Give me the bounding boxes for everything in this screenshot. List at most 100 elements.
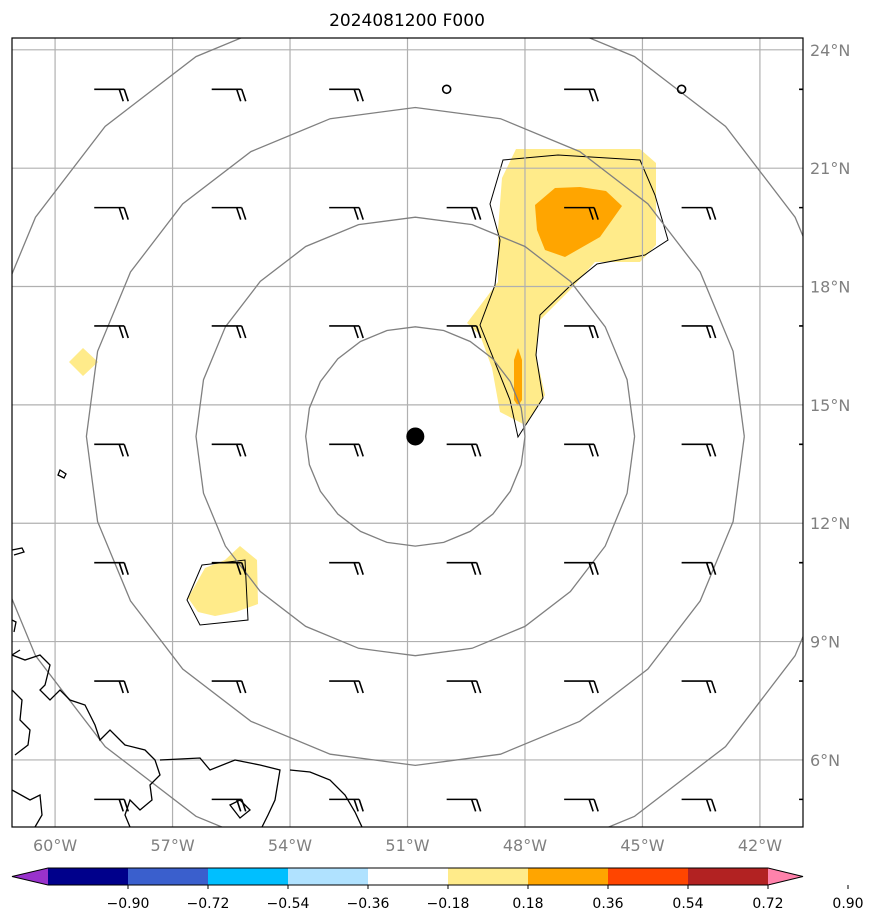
- wind-barb: [564, 798, 599, 812]
- wind-barb: [329, 206, 364, 220]
- lon-tick-label: 60°W: [33, 836, 77, 855]
- wind-barb: [564, 325, 599, 339]
- wind-barb: [799, 561, 803, 564]
- map-title: 2024081200 F000: [329, 11, 485, 31]
- wind-barb: [211, 680, 247, 694]
- wind-barb: [681, 561, 717, 575]
- lon-tick-label: 42°W: [738, 836, 782, 855]
- lon-tick-label: 45°W: [620, 836, 664, 855]
- map-frame: [11, 37, 804, 828]
- wind-barb: [681, 206, 717, 220]
- colorbar-tick-label: −0.90: [107, 896, 150, 912]
- wind-barb: [329, 680, 364, 694]
- colorbar-tick-label: 0.54: [672, 896, 703, 912]
- colorbar-segment: [288, 868, 369, 885]
- wind-barb: [329, 88, 364, 102]
- wind-barb: [329, 798, 364, 812]
- wind-barb: [446, 798, 482, 812]
- lat-tick-label: 12°N: [810, 514, 850, 533]
- shaded-region-small: [69, 348, 98, 376]
- wind-barb: [94, 325, 129, 339]
- wind-barb: [799, 443, 803, 446]
- longitude-labels: 60°W 57°W 54°W 51°W 48°W 45°W 42°W: [33, 836, 782, 855]
- colorbar-segment: [48, 868, 129, 885]
- wind-barb: [211, 88, 247, 102]
- colorbar-tick-label: −0.18: [427, 896, 470, 912]
- lat-tick-label: 9°N: [810, 633, 840, 652]
- wind-barb: [681, 680, 717, 694]
- wind-barb: [94, 443, 129, 457]
- range-ring: [12, 38, 803, 827]
- wind-barb: [799, 680, 803, 682]
- colorbar-segment: [128, 868, 209, 885]
- wind-barb: [564, 443, 599, 457]
- colorbar-segment: [368, 868, 449, 885]
- lon-tick-label: 54°W: [268, 836, 312, 855]
- colorbar-extend-high: [768, 868, 803, 885]
- lat-tick-label: 18°N: [810, 278, 850, 297]
- lat-tick-label: 6°N: [810, 751, 840, 770]
- contour-line-main: [479, 154, 669, 439]
- contour-line-southwest: [186, 559, 249, 626]
- range-ring: [195, 216, 636, 657]
- colorbar: −0.90 −0.72 −0.54 −0.36 −0.18 0.18 0.36 0.54 0.7…: [11, 867, 864, 912]
- shaded-region-orange: [535, 187, 622, 257]
- wind-barb: [211, 561, 247, 575]
- wind-barb: [211, 798, 247, 812]
- wind-barb: [799, 88, 803, 91]
- colorbar-tick-label: 0.36: [592, 896, 623, 912]
- colorbar-tick-label: −0.36: [347, 896, 390, 912]
- wind-barb: [211, 206, 247, 220]
- colorbar-tick-label: −0.72: [187, 896, 230, 912]
- wind-barb: [676, 84, 687, 95]
- wind-barb: [446, 206, 482, 220]
- lat-tick-label: 15°N: [810, 396, 850, 415]
- lat-tick-label: 21°N: [810, 159, 850, 178]
- wind-barb: [94, 561, 129, 575]
- shaded-region-orange-strip: [514, 348, 522, 406]
- wind-barb: [799, 798, 803, 801]
- wind-barb: [564, 680, 599, 694]
- colorbar-extend-low: [12, 868, 48, 885]
- colorbar-segment: [208, 868, 289, 885]
- lon-tick-label: 51°W: [385, 836, 429, 855]
- colorbar-tick-label: 0.90: [832, 896, 863, 912]
- colorbar-segment: [688, 868, 769, 885]
- lat-tick-label: 24°N: [810, 41, 850, 60]
- wind-barb: [446, 680, 482, 694]
- wind-barb: [446, 561, 482, 575]
- colorbar-tick-label: 0.72: [752, 896, 783, 912]
- wind-barb: [329, 443, 364, 457]
- wind-barb: [799, 206, 803, 209]
- wind-barbs: [94, 84, 803, 812]
- wind-barb: [211, 325, 247, 339]
- wind-barb: [94, 88, 129, 102]
- wind-barb: [564, 88, 599, 102]
- colorbar-segment: [528, 868, 609, 885]
- wind-barb: [564, 561, 599, 575]
- lon-tick-label: 48°W: [503, 836, 547, 855]
- wind-barb: [211, 443, 247, 457]
- range-ring: [305, 326, 526, 547]
- wind-barb: [94, 206, 129, 220]
- range-ring: [85, 106, 745, 767]
- latitude-labels: 6°N 9°N 12°N 15°N 18°N 21°N 24°N: [810, 41, 850, 770]
- wind-barb: [446, 443, 482, 457]
- wind-barb: [441, 84, 452, 95]
- wind-barb: [681, 798, 717, 812]
- wind-barb: [329, 561, 364, 575]
- colorbar-segment: [448, 868, 529, 885]
- wind-barb: [681, 443, 717, 457]
- colorbar-segment: [608, 868, 689, 885]
- map-area: [12, 38, 803, 827]
- range-rings: [12, 38, 803, 827]
- wind-barb: [446, 325, 482, 339]
- colorbar-tick-label: 0.18: [512, 896, 543, 912]
- colorbar-outline: [11, 867, 804, 886]
- shaded-region-southwest: [188, 546, 258, 616]
- wind-barb: [94, 798, 129, 812]
- wind-barb: [799, 325, 803, 327]
- coastlines: [12, 469, 363, 827]
- wind-barb: [94, 680, 129, 694]
